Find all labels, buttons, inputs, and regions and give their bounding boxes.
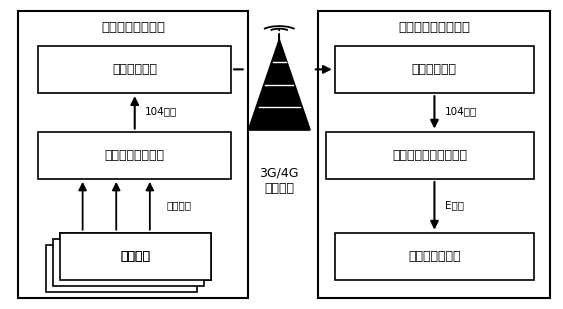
Text: 采集终端: 采集终端	[121, 250, 151, 263]
Bar	[60, 233, 212, 280]
Text: 可再生能源电厂侧: 可再生能源电厂侧	[101, 21, 165, 34]
Bar	[335, 46, 534, 93]
Text: 104规约: 104规约	[445, 107, 477, 116]
Bar	[18, 11, 248, 298]
Text: 采集终端: 采集终端	[121, 250, 151, 263]
Text: 加密认证装置: 加密认证装置	[412, 63, 457, 76]
Bar	[335, 233, 534, 280]
Bar	[53, 239, 204, 286]
Text: 3G/4G
公用网络: 3G/4G 公用网络	[260, 167, 299, 195]
Text: 串口通信: 串口通信	[167, 200, 191, 210]
Bar	[38, 132, 231, 179]
Text: 电力调度数据网: 电力调度数据网	[408, 250, 461, 263]
Text: 加密认证装置: 加密认证装置	[112, 63, 157, 76]
Polygon shape	[248, 40, 310, 130]
Text: 安全区前置采集服务器: 安全区前置采集服务器	[392, 149, 467, 162]
Text: 集中采集存储模块: 集中采集存储模块	[105, 149, 164, 162]
Text: E文件: E文件	[445, 200, 463, 210]
Bar	[46, 245, 198, 292]
Bar	[60, 233, 212, 280]
Bar	[327, 132, 534, 179]
Bar	[38, 46, 231, 93]
Text: 电力调控中心主站侧: 电力调控中心主站侧	[398, 21, 470, 34]
Bar	[318, 11, 551, 298]
Text: 104规约: 104规约	[145, 107, 177, 116]
